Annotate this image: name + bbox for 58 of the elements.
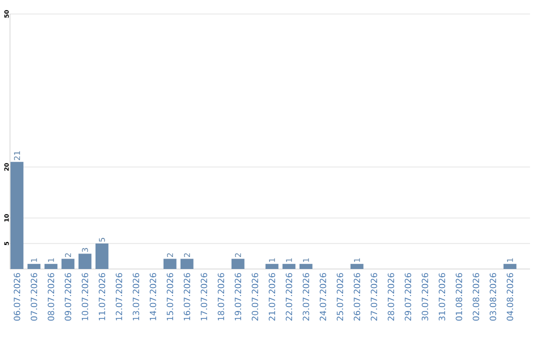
bar [164, 258, 176, 269]
x-tick-label: 27.07.2026 [370, 273, 378, 321]
x-tick-label: 24.07.2026 [320, 273, 326, 321]
data-label: 1 [303, 258, 309, 262]
x-tick-label: 04.08.2026 [506, 273, 514, 321]
x-tick-label: 31.07.2026 [438, 273, 446, 321]
bar [282, 264, 296, 269]
data-label: 1 [507, 258, 513, 262]
bar [266, 264, 278, 269]
data-label: 1 [269, 258, 275, 262]
x-tick-label: 07.07.2026 [30, 273, 38, 321]
bar [78, 254, 92, 269]
x-tick-label: 09.07.2026 [64, 273, 72, 321]
x-tick-label: 18.07.2026 [218, 273, 224, 320]
bar [44, 264, 58, 269]
x-tick-label: 28.07.2026 [388, 273, 394, 321]
x-tick-label: 15.07.2026 [166, 273, 174, 320]
x-tick-label: 23.07.2026 [302, 273, 310, 321]
data-label: 21 [14, 151, 20, 160]
x-tick-label: 20.07.2026 [252, 273, 258, 321]
x-tick-label: 29.07.2026 [404, 273, 412, 321]
data-label: 1 [31, 258, 37, 262]
bar [180, 258, 194, 269]
bar [10, 162, 24, 269]
x-tick-label: 14.07.2026 [150, 273, 156, 320]
data-label: 3 [82, 248, 88, 252]
data-label: 1 [354, 258, 360, 262]
data-label: 2 [234, 253, 241, 258]
x-tick-label: 06.07.2026 [14, 273, 20, 321]
x-tick-label: 22.07.2026 [286, 273, 292, 321]
x-tick-label: 03.08.2026 [490, 273, 496, 321]
bar [503, 264, 516, 269]
x-tick-label: 10.07.2026 [82, 273, 88, 320]
x-tick-label: 17.07.2026 [200, 273, 208, 320]
data-label: 1 [48, 258, 54, 262]
bar [350, 264, 364, 269]
x-tick-label: 19.07.2026 [234, 273, 242, 320]
x-tick-label: 02.08.2026 [472, 273, 480, 321]
bar [300, 264, 312, 269]
bar [28, 264, 40, 269]
data-label: 2 [64, 253, 71, 258]
x-tick-label: 01.08.2026 [456, 273, 462, 321]
x-tick-label: 13.07.2026 [132, 273, 140, 320]
x-tick-label: 30.07.2026 [422, 273, 428, 321]
x-tick-label: 16.07.2026 [184, 273, 190, 320]
bar [62, 258, 74, 269]
bar [232, 258, 244, 269]
x-tick-label: 21.07.2026 [268, 273, 276, 321]
data-label: 5 [98, 238, 105, 242]
x-tick-label: 08.07.2026 [48, 273, 54, 321]
data-label: 1 [286, 258, 292, 262]
x-tick-label: 25.07.2026 [336, 273, 344, 321]
x-tick-label: 12.07.2026 [116, 273, 122, 320]
data-label: 2 [166, 253, 173, 258]
data-label: 2 [184, 253, 190, 258]
x-tick-label: 26.07.2026 [354, 273, 360, 321]
x-tick-label: 11.07.2026 [98, 273, 106, 320]
bar [96, 244, 108, 269]
